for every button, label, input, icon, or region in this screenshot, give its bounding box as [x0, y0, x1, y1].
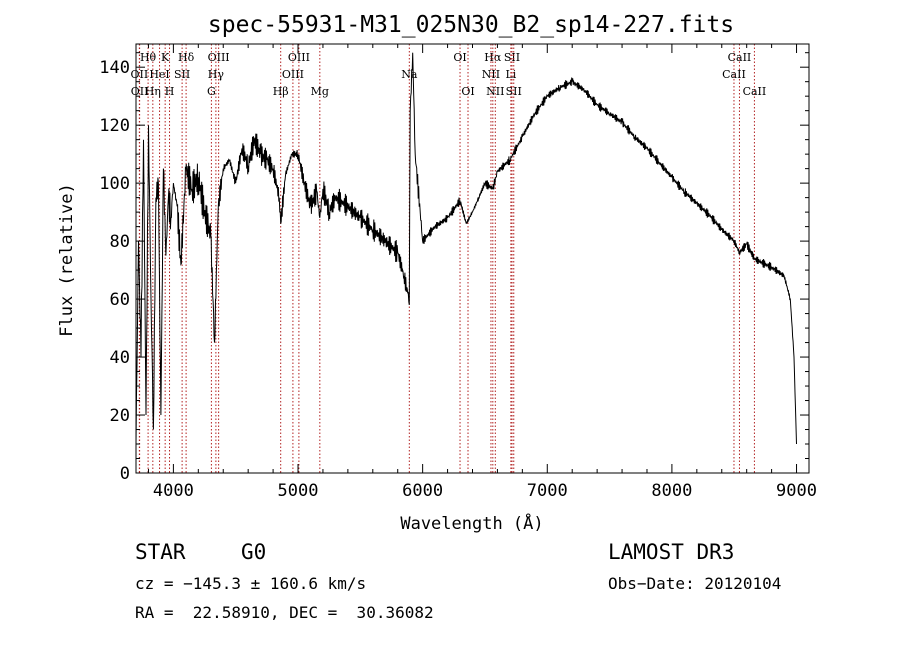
marker-label-6: Hη — [145, 85, 161, 98]
marker-label-24: SII — [506, 85, 522, 98]
marker-label-9: OIII — [208, 51, 230, 64]
y-tick-label-2: 40 — [110, 348, 130, 368]
chart-title: spec-55931-M31_025N30_B2_sp14-227.fits — [208, 12, 734, 38]
object-subclass: G0 — [241, 540, 267, 564]
marker-label-12: Hβ — [273, 85, 289, 98]
y-tick-label-1: 20 — [110, 406, 130, 426]
marker-label-7: SII — [174, 68, 190, 81]
plot-frame — [135, 43, 810, 474]
marker-label-3: K — [161, 51, 170, 64]
x-tick-label-5: 9000 — [776, 481, 817, 501]
obs-date-text: Obs−Date: 20120104 — [608, 574, 782, 593]
marker-label-10: Hγ — [208, 68, 225, 81]
marker-label-14: OIII — [282, 68, 304, 81]
x-tick-label-0: 4000 — [153, 481, 194, 501]
marker-label-17: OI — [453, 51, 466, 64]
marker-label-2: OII — [131, 85, 149, 98]
marker-label-11: G — [207, 85, 216, 98]
marker-label-22: SII — [504, 51, 520, 64]
marker-label-27: CaII — [743, 85, 767, 98]
x-tick-label-2: 6000 — [402, 481, 443, 501]
y-tick-label-5: 100 — [99, 174, 130, 194]
marker-label-21: NII — [486, 85, 504, 98]
redshift-text: cz = −145.3 ± 160.6 km/s — [135, 574, 367, 593]
y-tick-label-3: 60 — [110, 290, 130, 310]
y-tick-label-0: 0 — [120, 464, 130, 484]
survey-name: LAMOST DR3 — [608, 540, 735, 564]
series-line-spectrum — [135, 52, 797, 445]
y-axis: 0 20 40 60 80 100 120 140 — [99, 52, 809, 484]
x-tick-label-3: 7000 — [527, 481, 568, 501]
x-tick-label-4: 8000 — [651, 481, 692, 501]
x-axis: 4000 5000 6000 7000 8000 9000 — [147, 44, 817, 501]
x-axis-label: Wavelength (Å) — [400, 512, 543, 534]
x-tick-label-1: 5000 — [278, 481, 319, 501]
marker-label-25: CaII — [728, 51, 752, 64]
y-axis-label: Flux (relative) — [57, 183, 77, 337]
marker-label-18: OI — [461, 85, 474, 98]
marker-label-15: Mg — [311, 85, 329, 98]
marker-label-16: Na — [401, 68, 418, 81]
marker-label-0: Hθ — [140, 51, 157, 64]
line-markers: Hθ OII OII K H HeI Hη SII Hδ OIII Hγ G Hβ OIII OIII Mg N… — [131, 44, 767, 473]
y-tick-label-6: 120 — [99, 116, 130, 136]
object-class: STAR — [135, 540, 186, 564]
marker-label-23: Li — [505, 68, 516, 81]
marker-label-4: H — [165, 85, 175, 98]
marker-label-13: OIII — [288, 51, 310, 64]
y-tick-label-4: 80 — [110, 232, 130, 252]
marker-label-20: NII — [482, 68, 500, 81]
marker-label-26: CaII — [722, 68, 746, 81]
marker-label-19: Hα — [484, 51, 502, 64]
coordinates-text: RA = 22.58910, DEC = 30.36082 — [135, 603, 434, 622]
marker-label-1: OII — [131, 68, 149, 81]
y-tick-label-7: 140 — [99, 58, 130, 78]
marker-label-8: Hδ — [178, 51, 195, 64]
marker-label-5: HeI — [149, 68, 169, 81]
series-group — [135, 52, 797, 445]
